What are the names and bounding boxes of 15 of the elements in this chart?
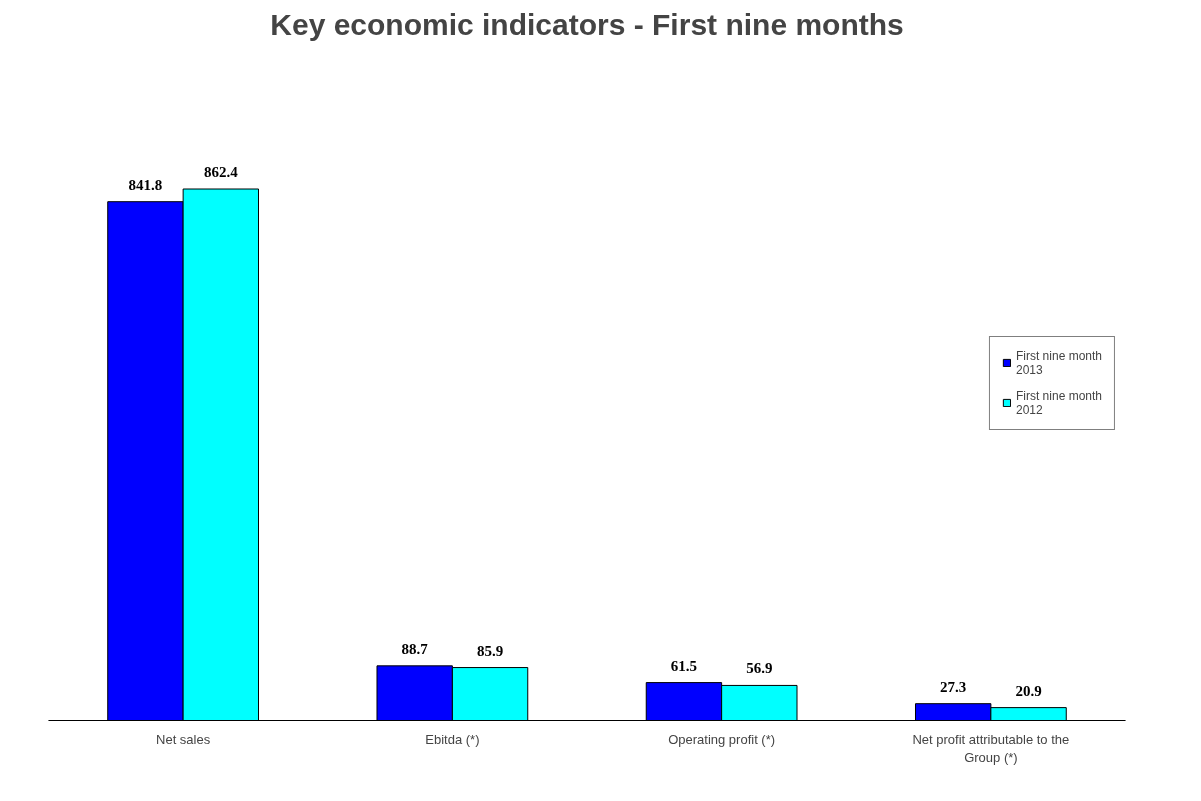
x-tick-label: Net sales: [156, 731, 211, 747]
x-tick-label: Operating profit (*): [668, 731, 776, 747]
x-tick-label: Net profit attributable to the Group (*): [912, 731, 1070, 765]
data-label: 862.4: [203, 164, 239, 180]
data-label: 56.9: [746, 660, 773, 677]
data-label: 841.8: [128, 176, 163, 193]
data-label: 88.7: [401, 640, 429, 657]
data-label: 85.9: [476, 642, 504, 659]
legend-label: First nine month 2013: [1015, 348, 1102, 377]
data-label: 20.9: [1015, 682, 1042, 699]
data-label: 61.5: [670, 657, 698, 674]
chart-title: Key economic indicators - First nine months: [270, 7, 904, 41]
data-label: 27.3: [940, 678, 967, 695]
x-tick-label: Ebitda (*): [425, 731, 480, 747]
legend-label: First nine month 2012: [1015, 388, 1102, 417]
